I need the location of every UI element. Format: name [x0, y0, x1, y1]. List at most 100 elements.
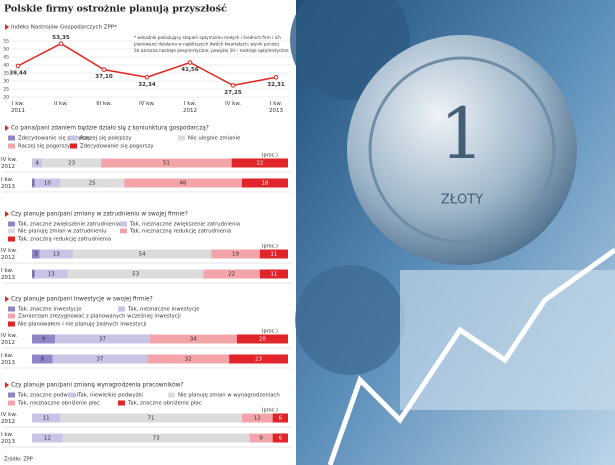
bar-segment: [203, 269, 260, 279]
subtitle: Indeks Nastrojów Gospodarczych ZPP*: [11, 24, 117, 31]
unit: (proc.): [262, 244, 278, 250]
bar-segment: [34, 269, 68, 279]
row-label: IV kw. 2012: [1, 248, 18, 261]
data-label: 39,44: [9, 70, 27, 76]
legend-label: Tak, znaczną redukcję zatrudnienia: [17, 237, 111, 243]
bar-label: 11: [43, 416, 50, 422]
bar-segment: [60, 413, 242, 423]
legend-label: Tak, znaczne podwyżki: [17, 393, 78, 399]
bar-segment: [32, 178, 35, 188]
data-label: 32,34: [138, 82, 156, 88]
bullet: [5, 125, 9, 131]
legend-label: Tak, niewielkie podwyżki: [77, 393, 143, 399]
bar-label: 11: [270, 252, 277, 258]
bar-label: 37: [96, 357, 103, 363]
bar-label: 13: [53, 252, 60, 258]
bar-segment: [147, 354, 230, 364]
bar-segment: [39, 249, 73, 259]
photo: 1 ZŁOTY: [290, 0, 615, 465]
legend-label: Tak, nieznaczne inwestycje: [127, 307, 200, 313]
bar-label: 34: [190, 337, 197, 343]
point: [187, 60, 193, 65]
bar-segment: [259, 269, 288, 279]
bar-label: 53: [132, 272, 139, 278]
bar-segment: [32, 269, 35, 279]
bar-label: 9: [259, 436, 263, 442]
legend-swatch: [118, 400, 125, 406]
bar-label: 20: [259, 337, 266, 343]
y-tick-label: 55: [3, 39, 9, 45]
legend-swatch: [8, 228, 15, 234]
legend-swatch: [8, 392, 15, 398]
bar-label: 10: [44, 181, 51, 187]
source: Źródło: ZPP: [4, 455, 33, 463]
legend-label: Raczej się pogorszy: [18, 144, 70, 150]
question: Czy planuje pan/pani inwestycje w swojej…: [11, 297, 153, 303]
data-label: 53,35: [52, 35, 70, 41]
legend-swatch: [70, 135, 77, 141]
bar-segment: [241, 413, 273, 423]
bar-label: 22: [256, 161, 263, 167]
legend-swatch: [120, 228, 127, 234]
x-tick-label: I kw. 2011: [11, 101, 25, 114]
bullet: [5, 24, 9, 30]
unit: (proc.): [262, 153, 278, 159]
bar-segment: [32, 413, 61, 423]
legend-swatch: [68, 392, 75, 398]
x-tick-label: IV kw.: [224, 101, 242, 107]
point: [273, 75, 279, 80]
bar-segment: [211, 249, 260, 259]
bar-segment: [32, 334, 56, 344]
bar-segment: [67, 269, 204, 279]
bar-label: 51: [163, 161, 170, 167]
row-label: I kw. 2013: [1, 353, 15, 366]
bar-segment: [34, 178, 61, 188]
point: [58, 41, 64, 46]
data-label: 41,56: [181, 67, 199, 73]
y-tick-label: 50: [3, 47, 9, 53]
legend-label: Nie planuję zmian w wynagrodzeniach: [178, 393, 280, 399]
bar-segment: [249, 433, 273, 443]
footnote: * wskaźnik pokazujący stopień optymizmu …: [134, 35, 281, 40]
bar-label: 6: [279, 416, 283, 422]
legend-label: Raczej się polepszy: [80, 136, 131, 142]
banknote: [400, 270, 615, 410]
unit: (proc.): [262, 408, 278, 414]
legend-label: Nie planuję zmian w zatrudnieniu: [18, 229, 107, 235]
bar-label: 54: [139, 252, 146, 258]
coin-text: 1: [440, 93, 485, 175]
y-tick-label: 40: [3, 63, 9, 69]
x-tick-label: II kw.: [54, 101, 68, 107]
y-tick-label: 45: [3, 55, 9, 61]
coin: [347, 35, 577, 265]
bar-label: 71: [148, 416, 155, 422]
y-tick-label: 20: [3, 95, 9, 101]
row-label: I kw. 2013: [1, 268, 15, 281]
bar-label: 11: [270, 272, 277, 278]
point: [101, 67, 107, 72]
x-tick-label: I kw. 2012: [183, 101, 197, 114]
bar-label: 25: [89, 181, 96, 187]
data-label: 37,10: [95, 74, 113, 80]
bar-label: 73: [153, 436, 160, 442]
bullet: [5, 382, 9, 388]
bar-segment: [52, 354, 148, 364]
legend-label: Zdecydowanie się polepszy: [18, 136, 91, 142]
bar-segment: [272, 433, 288, 443]
point: [230, 83, 236, 88]
bar-label: 12: [44, 436, 51, 442]
bar-label: 3: [34, 252, 38, 258]
bar-label: 12: [254, 416, 261, 422]
bar-segment: [149, 334, 237, 344]
row-label: IV kw. 2012: [1, 157, 18, 170]
title: Polskie firmy ostrożnie planują przyszło…: [4, 4, 227, 15]
legend-swatch: [178, 135, 185, 141]
bar-segment: [259, 249, 288, 259]
legend-swatch: [8, 236, 15, 242]
legend-label: Nie ulegnie zmianie: [188, 136, 240, 142]
legend-swatch: [8, 306, 15, 312]
legend-swatch: [8, 135, 15, 141]
legend-swatch: [8, 321, 15, 327]
legend-label: Tak, znaczne zwiększenie zatrudnienia: [17, 222, 120, 228]
question: Czy planuje pan/pani zmianę wynagrodzeni…: [11, 382, 183, 389]
